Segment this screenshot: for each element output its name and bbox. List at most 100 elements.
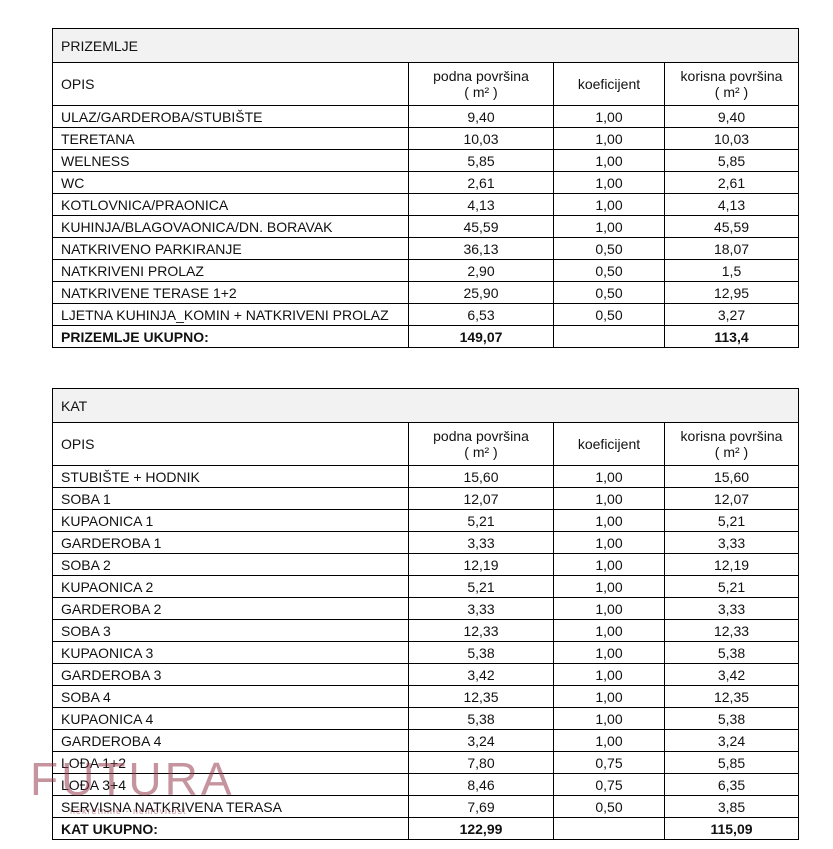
cell: 1,00 — [553, 531, 665, 554]
data-row: SERVISNA NATKRIVENA TERASA 7,69 0,50 3,85 — [52, 795, 800, 818]
cell: 6,53 — [408, 303, 554, 326]
cell: 36,13 — [408, 237, 554, 260]
cell: 3,33 — [408, 531, 554, 554]
cell: 149,07 — [408, 325, 554, 348]
cell: 8,46 — [408, 773, 554, 796]
cell: 5,38 — [663, 707, 800, 730]
cell: 12,35 — [663, 685, 800, 708]
cell: 1,5 — [663, 259, 800, 282]
cell: KAT UKUPNO: — [52, 817, 409, 840]
header-line: ( m² ) — [714, 84, 749, 100]
header-cell: korisna površina( m² ) — [663, 62, 800, 106]
data-row: SOBA 3 12,33 1,00 12,33 — [52, 619, 800, 642]
title-row: PRIZEMLJE — [51, 28, 800, 63]
cell: TERETANA — [52, 127, 409, 150]
cell: 3,24 — [663, 729, 800, 752]
cell: STUBIŠTE + HODNIK — [52, 465, 409, 488]
data-row: WC 2,61 1,00 2,61 — [52, 171, 800, 194]
table: KAT OPIS podna površina( m² ) koeficijent ko… — [51, 388, 800, 840]
cell: LOĐA 3+4 — [52, 773, 409, 796]
cell: 10,03 — [663, 127, 800, 150]
cell: SOBA 4 — [52, 685, 409, 708]
cell: KUPAONICA 3 — [52, 641, 409, 664]
header-row: OPIS podna površina( m² ) koeficijent koris… — [52, 422, 800, 466]
header-line: ( m² ) — [464, 444, 498, 460]
cell: GARDEROBA 1 — [52, 531, 409, 554]
data-row: STUBIŠTE + HODNIK 15,60 1,00 15,60 — [52, 465, 800, 488]
data-row: SOBA 4 12,35 1,00 12,35 — [52, 685, 800, 708]
cell: 0,50 — [553, 237, 665, 260]
header-cell: koeficijent — [553, 422, 665, 466]
cell: 15,60 — [663, 465, 800, 488]
cell: 1,00 — [553, 215, 665, 238]
cell: 12,33 — [408, 619, 554, 642]
cell: 1,00 — [553, 575, 665, 598]
cell: 9,40 — [408, 105, 554, 128]
cell: KUHINJA/BLAGOVAONICA/DN. BORAVAK — [52, 215, 409, 238]
cell: 12,35 — [408, 685, 554, 708]
cell: 1,00 — [553, 171, 665, 194]
cell: WC — [52, 171, 409, 194]
data-row: GARDEROBA 2 3,33 1,00 3,33 — [52, 597, 800, 620]
cell: NATKRIVENO PARKIRANJE — [52, 237, 409, 260]
cell: 0,50 — [553, 259, 665, 282]
cell: 5,38 — [408, 707, 554, 730]
header-line: OPIS — [61, 436, 95, 452]
cell: 1,00 — [553, 685, 665, 708]
cell: 1,00 — [553, 487, 665, 510]
cell: 12,19 — [663, 553, 800, 576]
cell: 1,00 — [553, 707, 665, 730]
cell: 10,03 — [408, 127, 554, 150]
cell: 5,21 — [663, 575, 800, 598]
data-row: LOĐA 1+2 7,80 0,75 5,85 — [52, 751, 800, 774]
cell: 4,13 — [408, 193, 554, 216]
cell: 5,85 — [663, 149, 800, 172]
cell: 0,50 — [553, 795, 665, 818]
cell: 1,00 — [553, 729, 665, 752]
data-row: KUPAONICA 2 5,21 1,00 5,21 — [52, 575, 800, 598]
header-cell: podna površina( m² ) — [408, 422, 554, 466]
cell: KOTLOVNICA/PRAONICA — [52, 193, 409, 216]
data-row: KOTLOVNICA/PRAONICA 4,13 1,00 4,13 — [52, 193, 800, 216]
header-line: podna površina — [433, 68, 529, 84]
cell: 0,50 — [553, 303, 665, 326]
header-line: podna površina — [433, 428, 529, 444]
cell: 5,85 — [663, 751, 800, 774]
cell: 45,59 — [408, 215, 554, 238]
cell: SOBA 2 — [52, 553, 409, 576]
cell: 3,33 — [408, 597, 554, 620]
data-row: GARDEROBA 1 3,33 1,00 3,33 — [52, 531, 800, 554]
cell: SERVISNA NATKRIVENA TERASA — [52, 795, 409, 818]
cell: 1,00 — [553, 553, 665, 576]
cell: 1,00 — [553, 127, 665, 150]
cell: GARDEROBA 2 — [52, 597, 409, 620]
cell: 1,00 — [553, 105, 665, 128]
data-row: LJETNA KUHINJA_KOMIN + NATKRIVENI PROLAZ… — [52, 303, 800, 326]
cell — [553, 817, 665, 840]
table: PRIZEMLJE OPIS podna površina ( m² ) koefici… — [51, 28, 800, 348]
header-cell: koeficijent — [553, 62, 665, 106]
cell: 3,85 — [663, 795, 800, 818]
data-row: KUPAONICA 4 5,38 1,00 5,38 — [52, 707, 800, 730]
cell: 1,00 — [553, 193, 665, 216]
cell: 7,80 — [408, 751, 554, 774]
cell: SOBA 1 — [52, 487, 409, 510]
data-row: WELNESS 5,85 1,00 5,85 — [52, 149, 800, 172]
data-row: NATKRIVENE TERASE 1+2 25,90 0,50 12,95 — [52, 281, 800, 304]
cell: 15,60 — [408, 465, 554, 488]
header-line: koeficijent — [577, 76, 641, 92]
cell: 1,00 — [553, 663, 665, 686]
data-row: LOĐA 3+4 8,46 0,75 6,35 — [52, 773, 800, 796]
cell: 5,21 — [408, 575, 554, 598]
cell: 0,75 — [553, 773, 665, 796]
cell: 6,35 — [663, 773, 800, 796]
cell: 5,38 — [663, 641, 800, 664]
cell: 3,27 — [663, 303, 800, 326]
header-line: OPIS — [61, 76, 95, 92]
cell: 2,61 — [663, 171, 800, 194]
cell: 12,07 — [663, 487, 800, 510]
header-row: OPIS podna površina ( m² ) koeficijent koris… — [52, 62, 800, 106]
cell: 5,21 — [663, 509, 800, 532]
cell: 7,69 — [408, 795, 554, 818]
